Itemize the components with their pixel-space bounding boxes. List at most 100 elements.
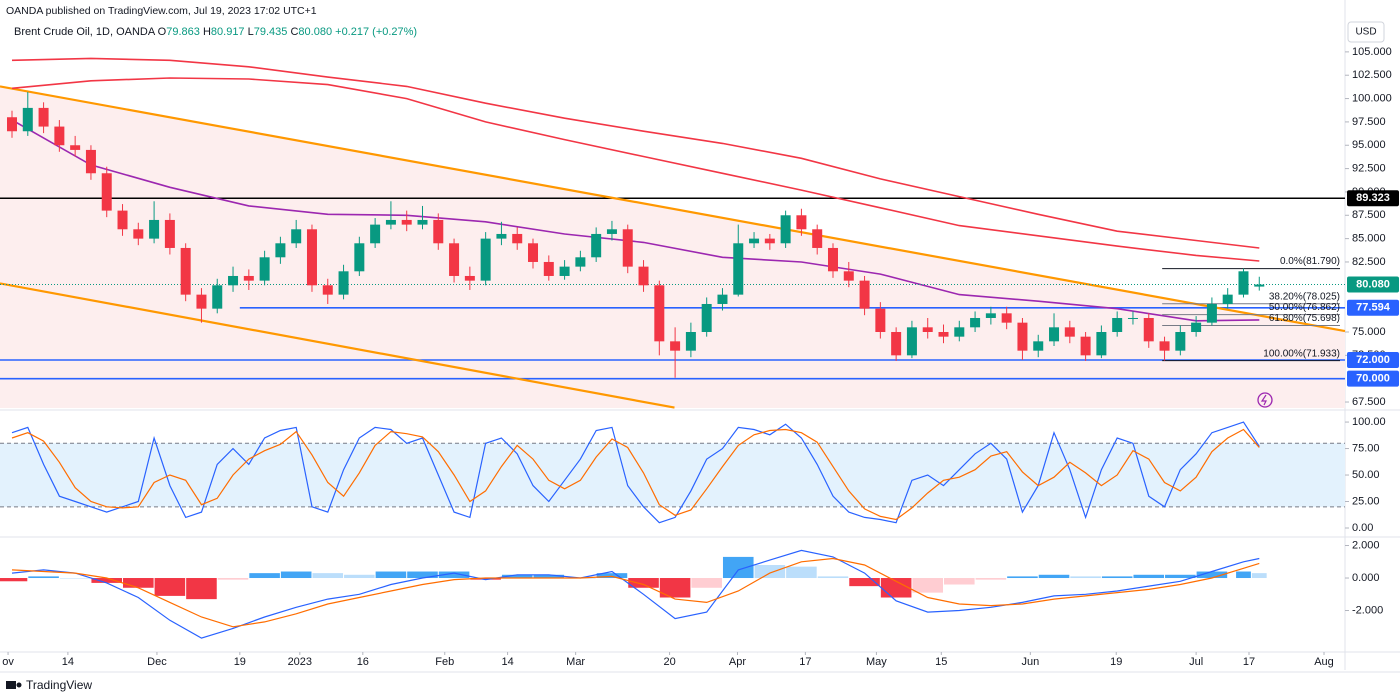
candle-body — [717, 294, 728, 304]
macd-histogram — [849, 578, 880, 587]
candle-body — [1001, 313, 1012, 323]
legend-change: +0.217 — [335, 26, 369, 38]
candle-body — [1112, 317, 1123, 332]
fib-label: 61.80%(75.698) — [1269, 313, 1340, 324]
candle-body — [480, 238, 491, 281]
candle-body — [322, 285, 333, 295]
candle-body — [1238, 271, 1249, 295]
candle-body — [654, 285, 665, 342]
x-tick-label: 14 — [501, 656, 513, 668]
candle-body — [164, 219, 175, 248]
x-tick-label: 17 — [799, 656, 811, 668]
candle-body — [464, 275, 475, 281]
candle-body — [228, 275, 239, 286]
y-tick-label: -2.000 — [1352, 604, 1383, 616]
moving-average — [11, 77, 1260, 262]
candle-body — [433, 219, 444, 244]
candle-body — [843, 271, 854, 281]
candle-body — [101, 173, 112, 211]
candle-body — [1222, 294, 1233, 304]
macd-histogram — [1070, 576, 1101, 579]
candle-body — [85, 149, 96, 174]
legend-prefix: H — [203, 26, 211, 38]
macd-histogram — [407, 571, 438, 579]
x-tick-label: Apr — [729, 656, 746, 668]
legend-prefix: C — [290, 26, 298, 38]
candle-body — [22, 107, 33, 132]
candle-body — [985, 313, 996, 318]
footer-logo — [6, 681, 22, 689]
candle-body — [796, 215, 807, 230]
y-tick-label: 95.000 — [1352, 139, 1386, 151]
x-tick-label: Jul — [1189, 656, 1203, 668]
y-tick-label: 2.000 — [1352, 539, 1380, 551]
legend-prefix: O — [158, 26, 167, 38]
macd-histogram — [754, 565, 786, 579]
candle-body — [70, 145, 81, 150]
candle-body — [1143, 317, 1154, 342]
y-tick-label: 87.500 — [1352, 209, 1386, 221]
candle-body — [891, 331, 902, 356]
price-label-box — [1347, 276, 1399, 293]
macd-histogram — [470, 578, 501, 580]
publisher: OANDA published on TradingView.com, Jul … — [6, 5, 317, 17]
macd-histogram — [1101, 576, 1133, 579]
macd-histogram — [312, 573, 344, 579]
candle-body — [496, 233, 507, 239]
candle-body — [291, 229, 302, 244]
macd-histogram — [722, 556, 754, 579]
candle-body — [243, 275, 254, 281]
y-tick-label: 0.00 — [1352, 522, 1373, 534]
macd-histogram — [123, 578, 154, 588]
candle-body — [859, 280, 870, 309]
stoch-line — [11, 421, 1260, 524]
currency[interactable]: USD — [1355, 27, 1376, 38]
macd-histogram — [817, 576, 849, 579]
macd-histogram — [249, 573, 280, 579]
y-tick-label: 100.000 — [1352, 92, 1392, 104]
macd-line — [11, 557, 1260, 628]
y-tick-label: 0.000 — [1352, 572, 1380, 584]
macd-histogram — [1236, 571, 1251, 579]
y-tick-label: 75.000 — [1352, 326, 1386, 338]
symbol-legend: Brent Crude Oil, 1D, OANDA O79.863 H80.9… — [14, 26, 417, 38]
x-tick-label: 2023 — [288, 656, 312, 668]
macd-histogram — [438, 571, 470, 579]
candle-body — [1064, 327, 1075, 337]
macd-histogram — [786, 566, 817, 579]
candle-body — [512, 233, 523, 244]
macd-histogram — [533, 574, 565, 579]
candle-body — [149, 219, 160, 239]
candle-body — [764, 238, 775, 244]
macd-histogram — [375, 571, 407, 579]
candle-body — [1206, 303, 1217, 323]
price-label: 77.594 — [1356, 302, 1391, 314]
event-icon[interactable] — [1257, 392, 1273, 408]
macd-histogram — [59, 578, 91, 579]
x-tick-label: ov — [2, 656, 14, 668]
candle-body — [780, 215, 791, 244]
y-tick-label: 105.000 — [1352, 46, 1392, 58]
price-label-box — [1347, 299, 1399, 316]
candle-body — [212, 285, 223, 309]
candle-body — [827, 247, 838, 272]
legend-low: 79.435 — [254, 26, 288, 38]
price-label-box — [1347, 352, 1399, 369]
candle-body — [1049, 327, 1060, 342]
candle-body — [1175, 331, 1186, 351]
y-tick-label: 97.500 — [1352, 116, 1386, 128]
y-tick-label: 85.000 — [1352, 233, 1386, 245]
candle-body — [970, 317, 981, 328]
currency-box[interactable] — [1347, 21, 1385, 43]
candle-body — [401, 219, 412, 225]
symbol: Brent Crude Oil, 1D, OANDA — [14, 26, 156, 38]
x-tick-label: 17 — [1243, 656, 1255, 668]
candle-body — [591, 233, 602, 258]
candle-body — [1254, 284, 1265, 287]
candle-body — [1159, 341, 1170, 351]
channel-line — [0, 282, 675, 409]
candle-body — [6, 117, 17, 132]
fib-label: 38.20%(78.025) — [1269, 291, 1340, 302]
candle-body — [354, 243, 365, 272]
